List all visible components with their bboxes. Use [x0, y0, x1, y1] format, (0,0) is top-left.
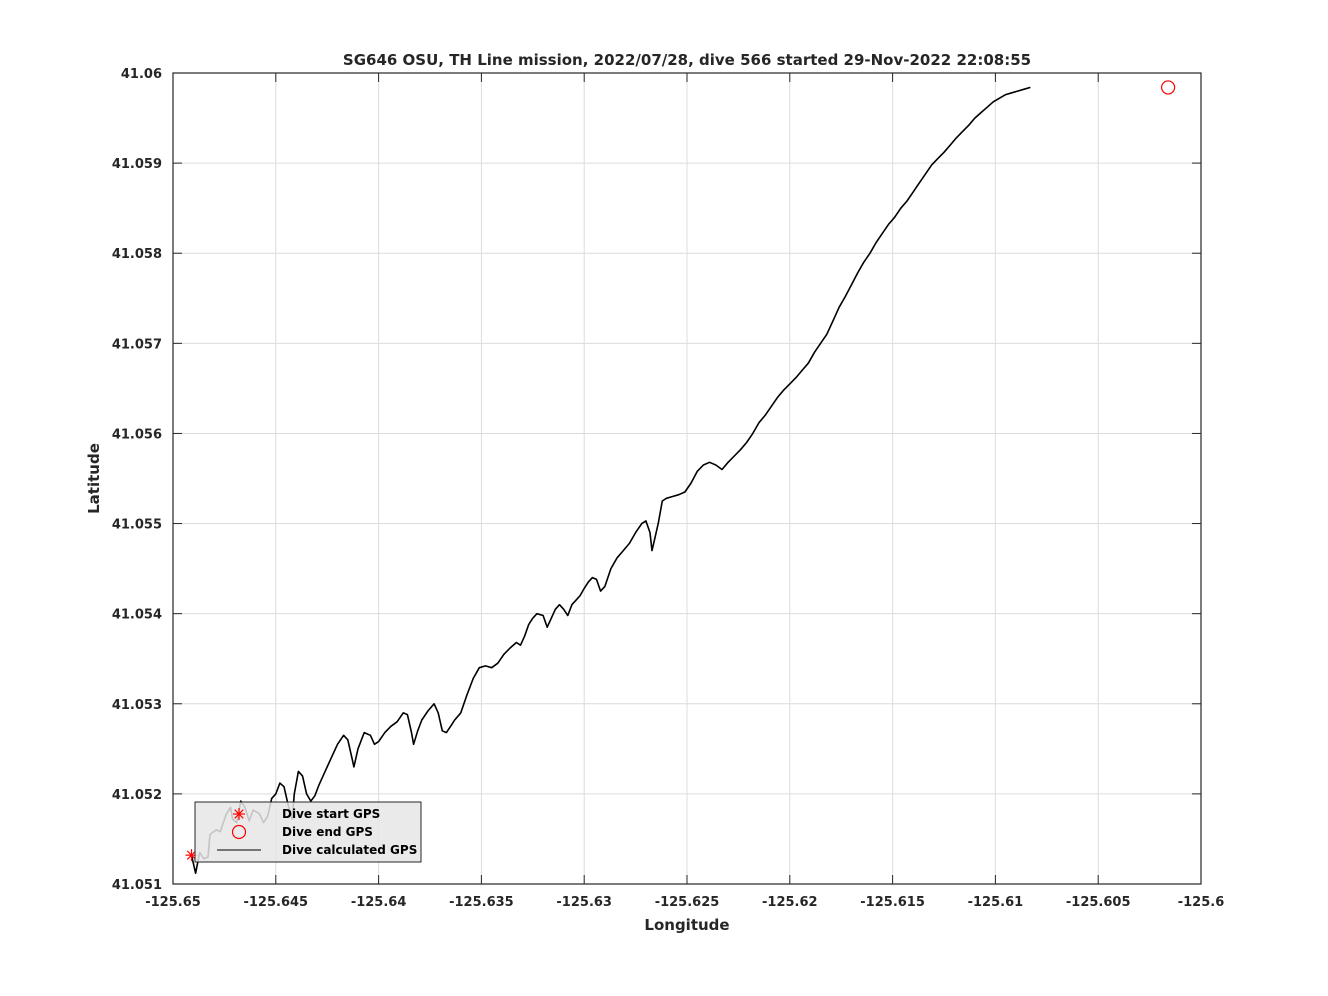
y-tick-label: 41.052	[112, 788, 162, 803]
y-tick-label: 41.059	[112, 157, 162, 172]
plot-series	[185, 80, 1176, 875]
y-axis-label: Latitude	[85, 443, 103, 514]
legend-label: Dive start GPS	[282, 807, 380, 821]
x-tick-label: -125.6	[1178, 895, 1225, 910]
chart-title: SG646 OSU, TH Line mission, 2022/07/28, …	[343, 51, 1031, 69]
x-tick-label: -125.625	[655, 895, 720, 910]
y-axis-ticks: 41.051 41.052 41.053 41.054 41.055 41.056 41.0…	[112, 67, 1201, 893]
y-tick-label: 41.056	[112, 427, 162, 442]
x-tick-label: -125.645	[243, 895, 308, 910]
grid	[173, 73, 1201, 884]
x-tick-label: -125.605	[1066, 895, 1131, 910]
x-axis-ticks: -125.65 -125.645 -125.64 -125.635 -125.63 -12…	[145, 73, 1224, 910]
y-tick-label: 41.057	[112, 337, 162, 352]
y-tick-label: 41.06	[121, 67, 162, 82]
legend-label: Dive calculated GPS	[282, 843, 417, 857]
y-tick-label: 41.051	[112, 878, 162, 893]
legend: Dive start GPS Dive end GPS Dive calculate…	[194, 801, 422, 863]
x-axis-label: Longitude	[644, 916, 729, 934]
dive-end-gps-marker	[1161, 80, 1176, 95]
y-tick-label: 41.055	[112, 518, 162, 533]
x-tick-label: -125.615	[860, 895, 925, 910]
x-tick-label: -125.65	[145, 895, 201, 910]
legend-end-marker	[231, 824, 247, 840]
x-tick-label: -125.635	[449, 895, 514, 910]
x-tick-label: -125.62	[762, 895, 818, 910]
x-tick-label: -125.63	[556, 895, 612, 910]
legend-start-marker	[233, 808, 245, 820]
y-tick-label: 41.054	[112, 608, 162, 623]
x-tick-label: -125.61	[968, 895, 1024, 910]
legend-label: Dive end GPS	[282, 825, 373, 839]
y-tick-label: 41.058	[112, 247, 162, 262]
x-tick-label: -125.64	[351, 895, 407, 910]
y-tick-label: 41.053	[112, 698, 162, 713]
plot-frame	[172, 72, 1202, 885]
dive-calculated-gps-track	[190, 86, 1031, 875]
